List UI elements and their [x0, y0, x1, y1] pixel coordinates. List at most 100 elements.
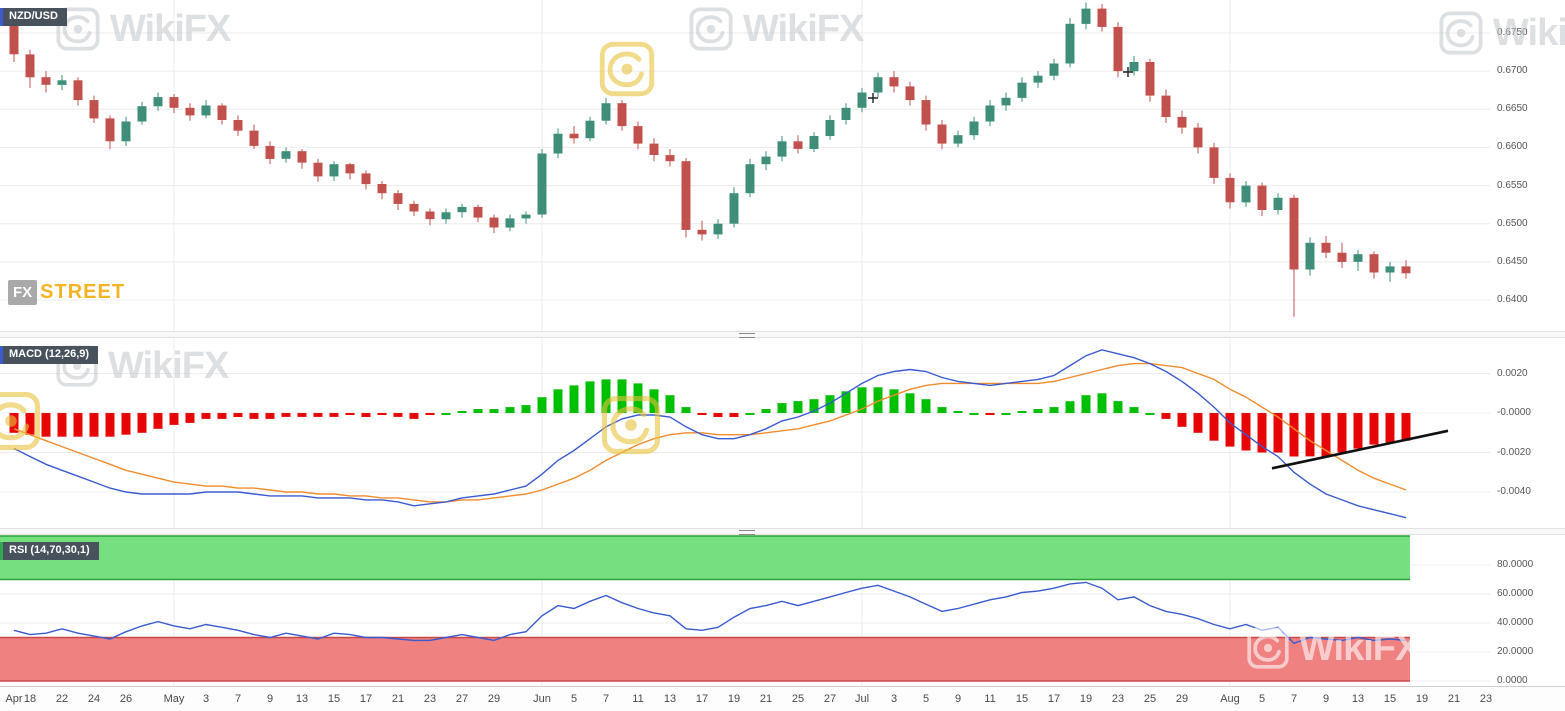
candle[interactable]: [841, 103, 851, 125]
candle[interactable]: [137, 101, 147, 125]
candle[interactable]: [121, 116, 131, 146]
candle[interactable]: [1001, 92, 1011, 111]
candle[interactable]: [553, 128, 563, 159]
candle[interactable]: [985, 100, 995, 127]
candle[interactable]: [777, 136, 787, 162]
candle[interactable]: [969, 116, 979, 140]
candle[interactable]: [1241, 181, 1251, 207]
resize-grip-icon[interactable]: [739, 333, 755, 338]
candle[interactable]: [329, 161, 339, 181]
candle[interactable]: [729, 187, 739, 228]
candle[interactable]: [41, 71, 51, 93]
candle[interactable]: [169, 94, 179, 114]
candle[interactable]: [489, 214, 499, 233]
candle[interactable]: [345, 162, 355, 180]
candle[interactable]: [1129, 55, 1139, 76]
candle[interactable]: [1401, 260, 1411, 279]
rsi-panel[interactable]: WikiFX RSI (14,70,30,1) 80.0000 60.0000 40…: [0, 535, 1565, 686]
candle[interactable]: [233, 115, 243, 136]
candle[interactable]: [809, 132, 819, 152]
candle[interactable]: [265, 141, 275, 165]
candle[interactable]: [921, 95, 931, 131]
candle[interactable]: [425, 208, 435, 226]
candle[interactable]: [905, 81, 915, 106]
candle[interactable]: [1049, 58, 1059, 81]
candle[interactable]: [1305, 237, 1315, 276]
candle[interactable]: [681, 158, 691, 238]
candle[interactable]: [713, 219, 723, 239]
candle[interactable]: [793, 135, 803, 154]
candle[interactable]: [441, 208, 451, 224]
candle[interactable]: [249, 124, 259, 150]
candle[interactable]: [1097, 4, 1107, 32]
candle[interactable]: [1257, 182, 1267, 217]
candle[interactable]: [201, 100, 211, 119]
candle[interactable]: [937, 120, 947, 149]
panel-separator[interactable]: [0, 528, 1565, 535]
candle[interactable]: [377, 181, 387, 200]
price-panel[interactable]: WikiFX WikiFX WikiFX NZD/: [0, 0, 1565, 331]
candle[interactable]: [761, 151, 771, 171]
macd-histogram[interactable]: [9, 379, 1411, 457]
candle[interactable]: [617, 100, 627, 131]
candle[interactable]: [1081, 2, 1091, 30]
candle[interactable]: [105, 115, 115, 149]
candle[interactable]: [361, 170, 371, 190]
candle[interactable]: [1033, 71, 1043, 88]
candle[interactable]: [313, 158, 323, 182]
candle[interactable]: [297, 149, 307, 169]
candle[interactable]: [1065, 17, 1075, 68]
candle[interactable]: [649, 138, 659, 162]
candle[interactable]: [1353, 249, 1363, 271]
candle[interactable]: [1017, 77, 1027, 102]
candle[interactable]: [185, 103, 195, 121]
candle[interactable]: [1193, 123, 1203, 154]
candle[interactable]: [281, 147, 291, 163]
macd-panel[interactable]: WikiFX MACD (12,26,9) 0.0020 -0.0000 -0.00…: [0, 338, 1565, 528]
candle[interactable]: [153, 92, 163, 111]
candle[interactable]: [1113, 22, 1123, 78]
candle[interactable]: [585, 116, 595, 142]
candle[interactable]: [569, 126, 579, 144]
candle[interactable]: [57, 75, 67, 91]
x-axis[interactable]: Apr 18 22 24 26 May 3 7 9 13 15 17 21 23 27 29 Jun 5 7 11 13…: [0, 686, 1565, 711]
candle[interactable]: [1385, 261, 1395, 282]
candle[interactable]: [857, 87, 867, 113]
candle[interactable]: [537, 149, 547, 218]
candle[interactable]: [889, 71, 899, 93]
candle[interactable]: [1369, 251, 1379, 279]
candle[interactable]: [1321, 235, 1331, 258]
candle[interactable]: [1225, 173, 1235, 209]
candle[interactable]: [409, 200, 419, 217]
macd-chart-canvas[interactable]: [0, 338, 1565, 528]
candle[interactable]: [1273, 193, 1283, 215]
candle[interactable]: [473, 204, 483, 223]
candle[interactable]: [457, 203, 467, 218]
candle[interactable]: [73, 77, 83, 106]
candle[interactable]: [1289, 194, 1299, 317]
candle[interactable]: [1161, 89, 1171, 124]
drawn-trendline[interactable]: [1271, 429, 1449, 470]
candle[interactable]: [633, 121, 643, 150]
candle[interactable]: [1177, 110, 1187, 134]
resize-grip-icon[interactable]: [739, 530, 755, 535]
candle[interactable]: [217, 103, 227, 125]
candle[interactable]: [745, 158, 755, 197]
candlestick-series[interactable]: [9, 2, 1411, 317]
candle[interactable]: [697, 220, 707, 241]
candle[interactable]: [521, 211, 531, 224]
candle[interactable]: [873, 72, 883, 98]
candle[interactable]: [953, 130, 963, 148]
candle[interactable]: [1145, 58, 1155, 102]
candle[interactable]: [25, 49, 35, 88]
candle[interactable]: [665, 149, 675, 167]
candle[interactable]: [601, 97, 611, 125]
price-chart-canvas[interactable]: [0, 0, 1565, 331]
panel-separator[interactable]: [0, 331, 1565, 338]
candle[interactable]: [89, 95, 99, 123]
candle[interactable]: [393, 190, 403, 210]
candle[interactable]: [825, 115, 835, 140]
candle[interactable]: [505, 214, 515, 232]
candle[interactable]: [1209, 142, 1219, 184]
rsi-chart-canvas[interactable]: [0, 535, 1565, 686]
